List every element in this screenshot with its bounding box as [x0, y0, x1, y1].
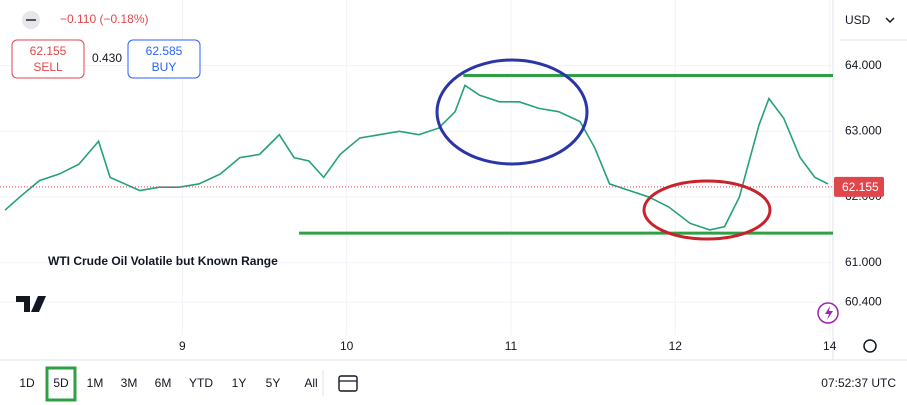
- buy-price: 62.585: [146, 44, 183, 58]
- last-price-label: 62.155: [842, 180, 879, 194]
- range-button[interactable]: YTD: [189, 376, 213, 390]
- x-tick-label: 10: [340, 339, 354, 353]
- range-button[interactable]: 1M: [87, 376, 104, 390]
- buy-button[interactable]: [127, 39, 201, 79]
- range-button[interactable]: 3M: [121, 376, 138, 390]
- clock: 07:52:37 UTC: [821, 376, 896, 390]
- highlight-ellipse: [642, 179, 772, 241]
- range-button[interactable]: 5Y: [266, 376, 281, 390]
- dropdown-arrow: [885, 17, 895, 24]
- x-tick-label: 12: [669, 339, 683, 353]
- currency-selector[interactable]: USD: [845, 13, 871, 27]
- range-button[interactable]: 1Y: [232, 376, 247, 390]
- sell-label: SELL: [33, 60, 63, 74]
- range-button[interactable]: All: [304, 376, 317, 390]
- y-tick-label: 61.000: [845, 255, 882, 269]
- sell-button[interactable]: [11, 39, 85, 79]
- x-tick-label: 9: [179, 339, 186, 353]
- price-change: −0.110 (−0.18%): [60, 12, 149, 26]
- highlight-ellipse: [435, 58, 589, 166]
- x-tick-label: 11: [505, 339, 518, 353]
- last-price-box: [834, 176, 884, 197]
- price-line: [4, 84, 829, 231]
- collapse-icon: [26, 19, 36, 21]
- y-tick-label: 64.000: [845, 58, 882, 72]
- lightning-icon: [825, 306, 833, 320]
- buy-label: BUY: [152, 60, 177, 74]
- date-range-button[interactable]: [338, 375, 358, 392]
- spread: 0.430: [92, 51, 122, 65]
- settings-button[interactable]: [863, 339, 877, 353]
- y-tick-label: 63.000: [845, 124, 882, 138]
- range-button[interactable]: 6M: [155, 376, 172, 390]
- range-button[interactable]: 1D: [19, 376, 35, 390]
- selected-range: [45, 366, 77, 402]
- logo: [36, 296, 44, 304]
- x-tick-label: 14: [823, 339, 837, 353]
- range-button[interactable]: 5D: [53, 376, 69, 390]
- y-tick-label: 60.400: [845, 294, 882, 308]
- sell-price: 62.155: [30, 44, 67, 58]
- chart-title: WTI Crude Oil Volatile but Known Range: [48, 254, 278, 268]
